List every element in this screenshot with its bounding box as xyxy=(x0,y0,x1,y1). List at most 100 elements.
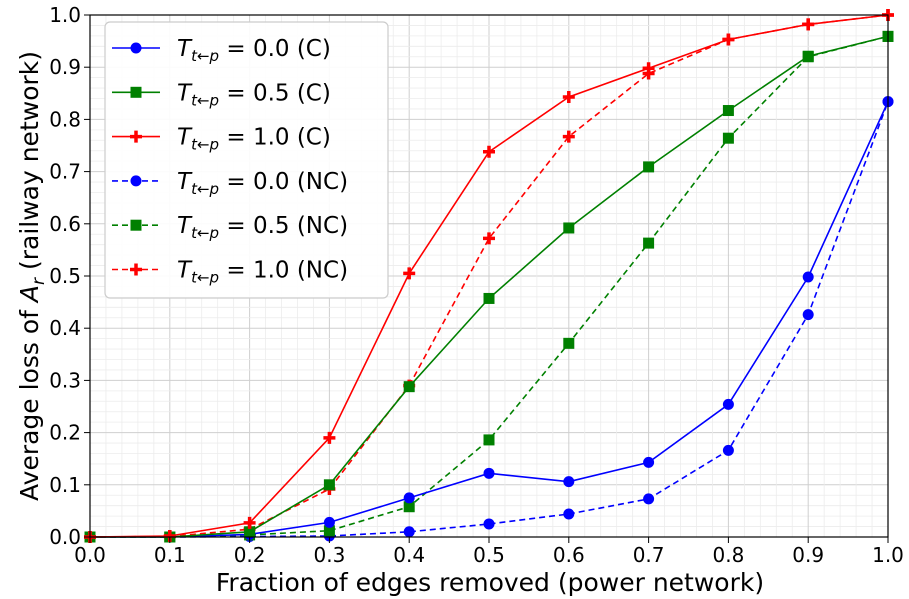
legend-marker xyxy=(130,175,142,187)
legend-var: T xyxy=(177,80,193,106)
x-tick-label: 0.8 xyxy=(712,543,744,567)
data-point xyxy=(483,292,495,304)
y-axis-label: Average loss of Ar (railway network) xyxy=(15,51,49,501)
data-point xyxy=(323,516,335,528)
data-point xyxy=(722,444,734,456)
x-tick-label: 0.2 xyxy=(234,543,266,567)
data-point xyxy=(802,309,814,321)
legend-var: T xyxy=(177,258,193,284)
x-tick-label: 0.6 xyxy=(553,543,585,567)
legend-rest: = 1.0 (NC) xyxy=(219,258,348,284)
x-axis-label: Fraction of edges removed (power network… xyxy=(216,568,764,597)
y-tick-label: 0.1 xyxy=(49,473,81,497)
data-point xyxy=(563,508,575,520)
legend-box xyxy=(104,21,389,299)
data-point xyxy=(643,456,655,468)
legend-label: Tt←p = 0.0 (NC) xyxy=(177,169,348,198)
data-point xyxy=(483,518,495,530)
data-point xyxy=(643,161,655,173)
legend-marker xyxy=(130,130,142,143)
plot-series xyxy=(84,9,894,543)
data-point xyxy=(642,62,655,75)
data-point xyxy=(563,476,575,488)
data-point xyxy=(403,501,415,513)
legend-var: T xyxy=(177,36,193,62)
data-point xyxy=(722,33,735,46)
data-point xyxy=(483,467,495,479)
x-tick-label: 0.4 xyxy=(393,543,425,567)
legend-var: T xyxy=(177,169,193,195)
data-point xyxy=(563,222,575,234)
legend-marker xyxy=(130,219,142,231)
y-tick-label: 0.0 xyxy=(49,525,81,549)
data-point xyxy=(562,130,575,143)
legend-marker xyxy=(130,86,142,98)
y-tick-label: 0.4 xyxy=(49,316,81,340)
data-point xyxy=(483,232,495,245)
x-tick-label: 0.5 xyxy=(473,543,505,567)
x-tick-label: 0.7 xyxy=(633,543,665,567)
data-point xyxy=(323,525,335,537)
y-tick-label: 0.3 xyxy=(49,368,81,392)
legend-label: Tt←p = 0.5 (NC) xyxy=(177,213,348,242)
data-point xyxy=(483,434,495,446)
legend-rest: = 1.0 (C) xyxy=(219,125,331,151)
data-point xyxy=(483,145,495,158)
y-tick-label: 0.2 xyxy=(49,421,81,445)
legend-sub: t←p xyxy=(191,269,219,287)
legend-var: T xyxy=(177,213,193,239)
legend-label: Tt←p = 0.0 (C) xyxy=(177,36,331,65)
y-axis-label-subscript: r xyxy=(29,277,49,285)
legend-sub: t←p xyxy=(191,47,219,65)
data-point xyxy=(403,381,415,393)
data-point xyxy=(802,18,815,31)
data-point xyxy=(643,493,655,505)
data-point xyxy=(244,526,256,538)
legend-marker xyxy=(130,263,142,276)
data-point xyxy=(802,271,814,283)
legend: Tt←p = 0.0 (C)Tt←p = 0.5 (C)Tt←p = 1.0 (… xyxy=(104,21,389,299)
x-tick-label: 0.1 xyxy=(154,543,186,567)
y-tick-label: 0.8 xyxy=(49,107,81,131)
y-tick-label: 0.6 xyxy=(49,212,81,236)
x-tick-label: 0.9 xyxy=(792,543,824,567)
legend-var: T xyxy=(177,125,193,151)
legend-label: Tt←p = 1.0 (NC) xyxy=(177,258,348,287)
data-point xyxy=(643,237,655,249)
y-axis-label-suffix: (railway network) xyxy=(15,51,44,278)
data-point xyxy=(563,337,575,349)
data-point xyxy=(562,90,575,103)
data-point xyxy=(722,398,734,410)
x-tick-label: 0.3 xyxy=(313,543,345,567)
x-tick-label: 0.0 xyxy=(74,543,106,567)
legend-rest: = 0.5 (C) xyxy=(219,80,331,106)
y-axis-label-prefix: Average loss of xyxy=(15,302,44,501)
y-tick-label: 0.7 xyxy=(49,160,81,184)
data-point xyxy=(323,431,336,444)
legend-marker xyxy=(130,42,142,54)
y-tick-label: 1.0 xyxy=(49,3,81,27)
legend-rest: = 0.0 (NC) xyxy=(219,169,348,195)
legend-label: Tt←p = 0.5 (C) xyxy=(177,80,331,109)
data-point xyxy=(403,492,415,504)
y-axis-label-variable: A xyxy=(15,285,44,304)
legend-sub: t←p xyxy=(191,91,219,109)
axis-ticks: 0.0 0.1 0.2 0.3 0.4 0.5 0.6 0.7 0.8 0.9 1.0 0.0 0.1 0… xyxy=(49,3,904,567)
legend-sub: t←p xyxy=(191,180,219,198)
legend-rest: = 0.5 (NC) xyxy=(219,213,348,239)
data-point xyxy=(243,516,256,529)
y-tick-label: 0.5 xyxy=(49,264,81,288)
data-point xyxy=(802,50,814,62)
legend-rest: = 0.0 (C) xyxy=(219,36,331,62)
y-tick-label: 0.9 xyxy=(49,55,81,79)
legend-label: Tt←p = 1.0 (C) xyxy=(177,125,331,154)
data-point xyxy=(323,479,335,491)
data-point xyxy=(722,132,734,144)
legend-sub: t←p xyxy=(191,224,219,242)
data-point xyxy=(403,526,415,538)
x-tick-label: 1.0 xyxy=(872,543,904,567)
data-point xyxy=(722,105,734,117)
legend-sub: t←p xyxy=(191,136,219,154)
data-point xyxy=(403,267,416,280)
